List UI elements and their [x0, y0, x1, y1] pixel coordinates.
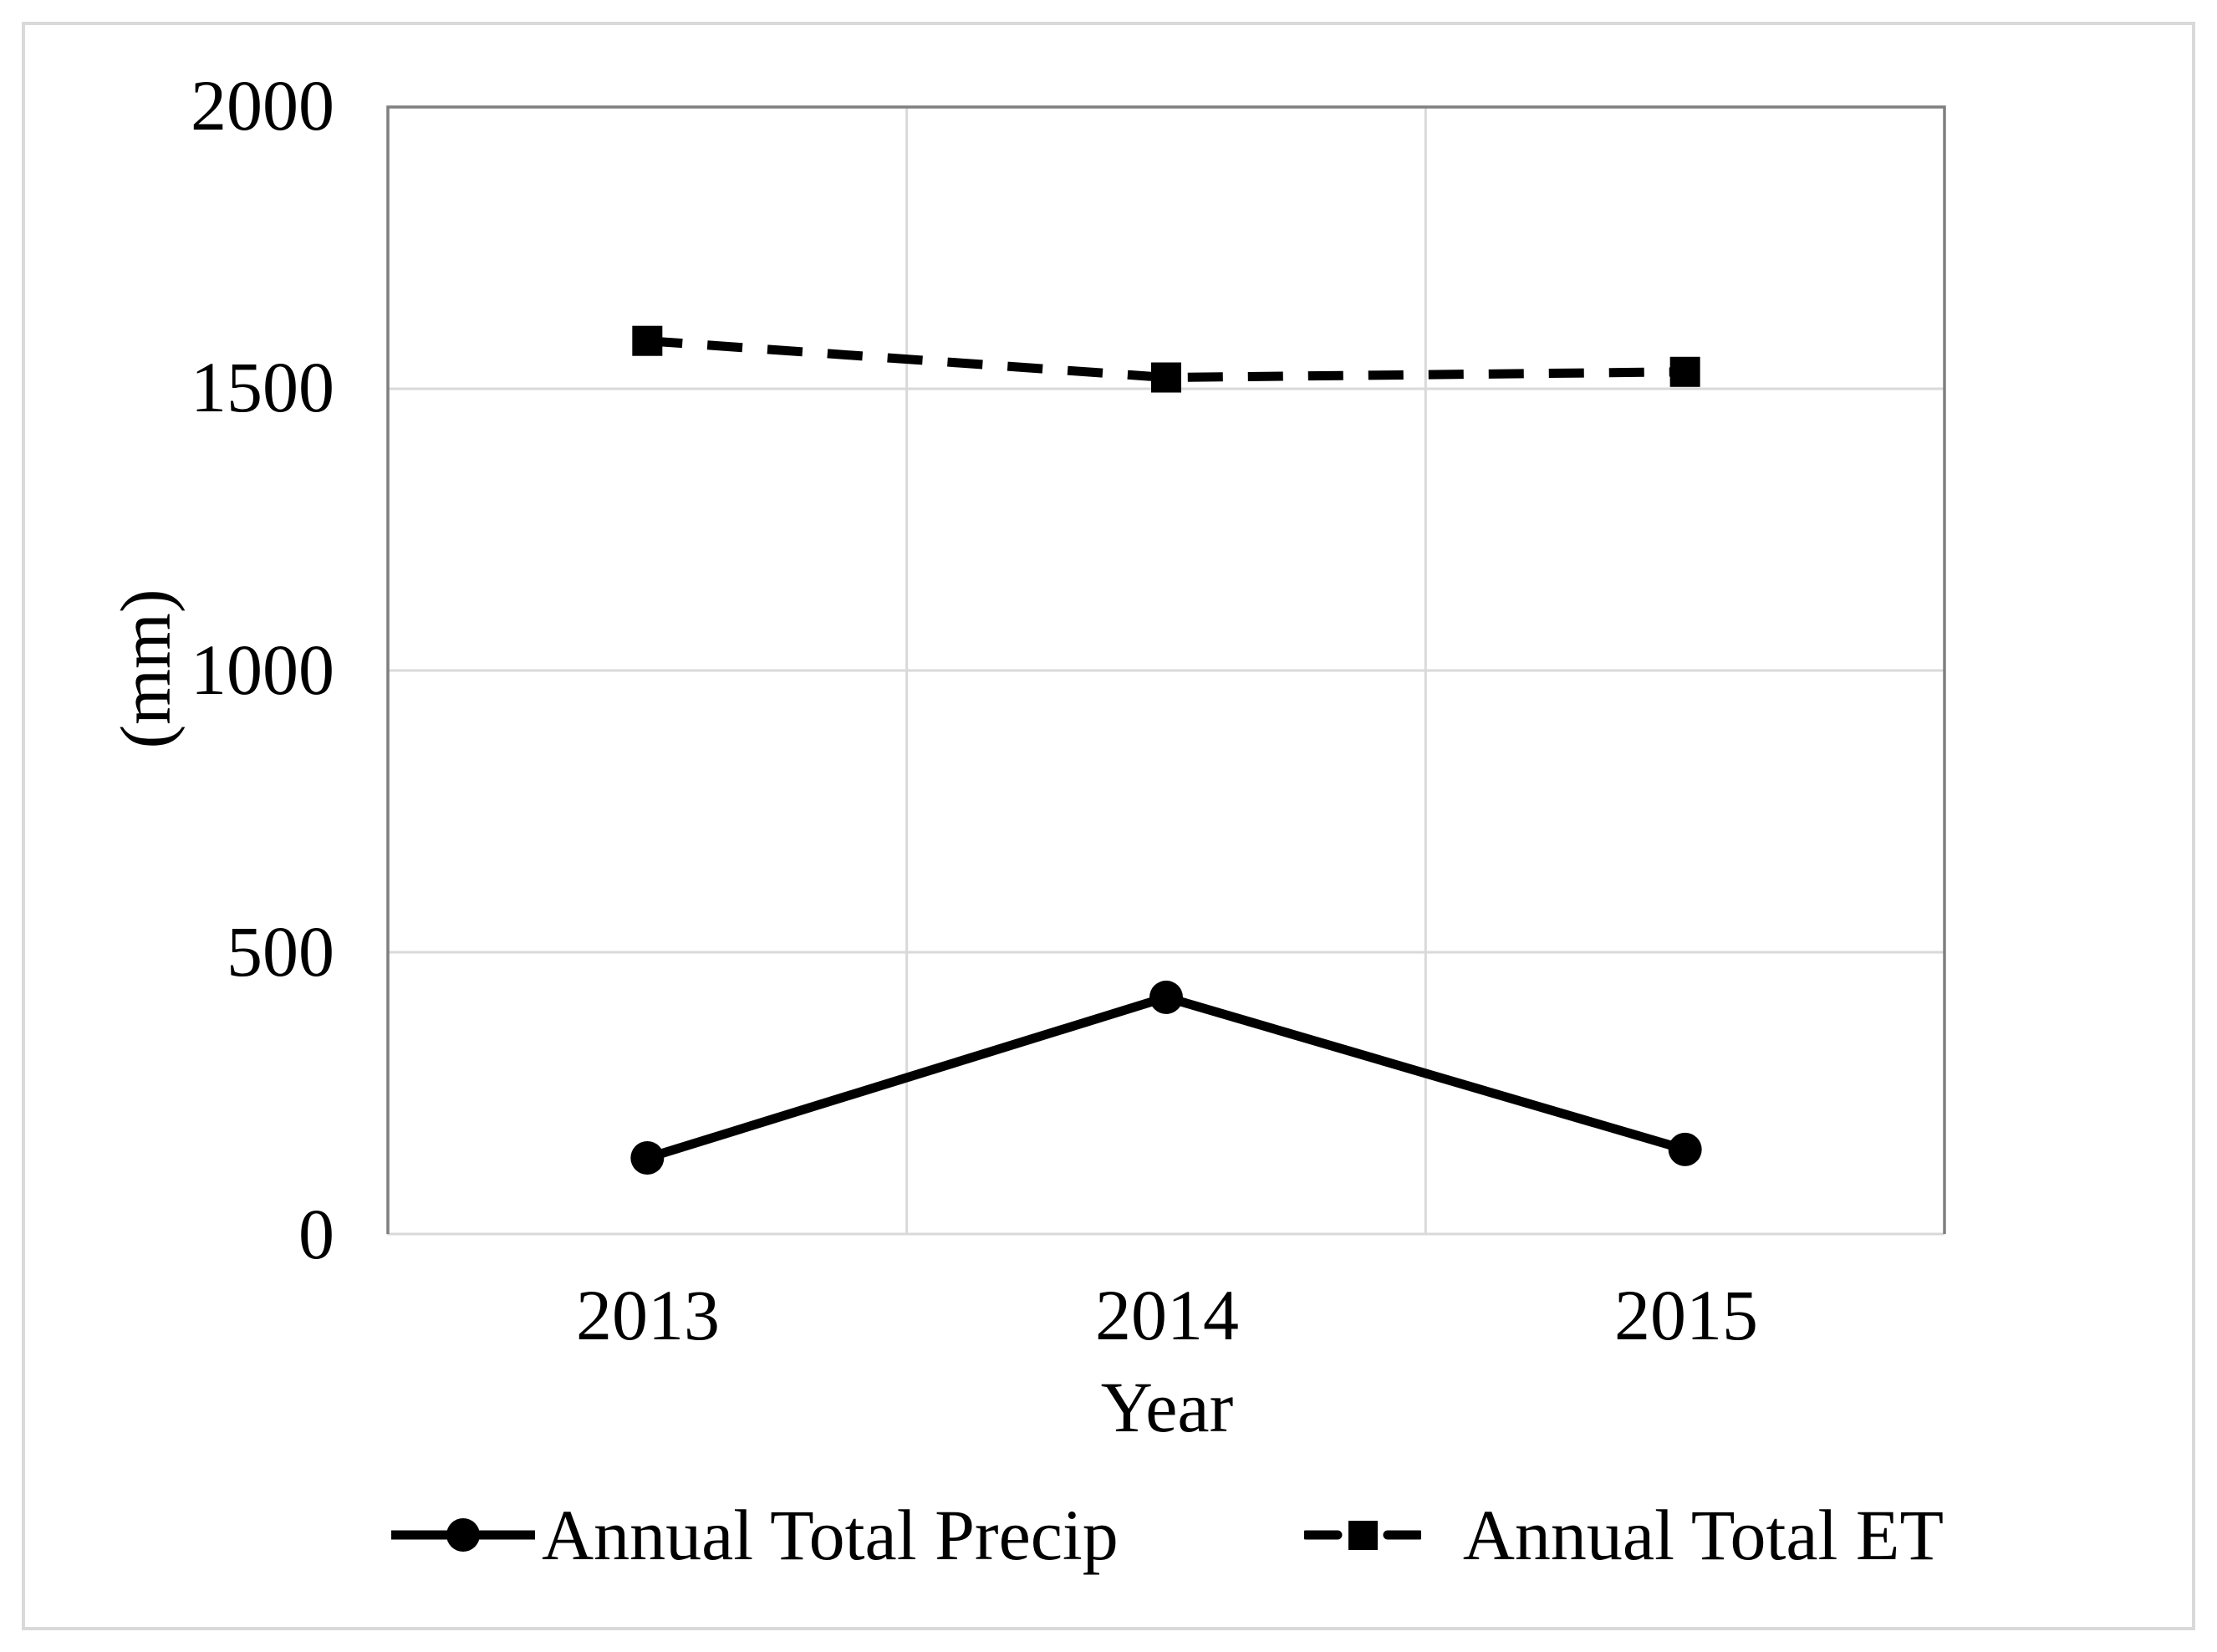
y-axis-title: (mm) — [105, 589, 186, 749]
square-marker-icon — [1303, 1521, 1421, 1550]
x-tick-label: 2013 — [576, 1275, 720, 1355]
y-tick-label: 1500 — [191, 347, 334, 427]
figure-border — [22, 22, 2195, 1630]
series-line-annual-total-et — [646, 336, 1685, 383]
y-tick-label: 500 — [227, 911, 334, 992]
data-point-circle — [1149, 980, 1183, 1014]
plot-border — [386, 105, 1946, 1234]
legend-item-et: Annual Total ET — [1303, 1491, 1944, 1578]
circle-marker-icon — [391, 1518, 535, 1552]
legend-label: Annual Total Precip — [542, 1495, 1119, 1575]
data-point-circle — [630, 1141, 665, 1175]
x-axis-title: Year — [1100, 1367, 1234, 1447]
x-tick-label: 2015 — [1614, 1275, 1758, 1355]
data-point-square — [1669, 356, 1700, 387]
data-point-square — [632, 325, 663, 356]
y-tick-label: 1000 — [191, 630, 334, 710]
legend-item-precip: Annual Total Precip — [391, 1491, 1119, 1578]
legend-label: Annual Total ET — [1462, 1495, 1944, 1575]
y-tick-label: 0 — [298, 1194, 334, 1274]
data-point-square — [1151, 362, 1181, 393]
legend: Annual Total Precip Annual Total ET — [391, 1491, 1944, 1578]
series-line-annual-total-precip — [645, 992, 1687, 1163]
x-tick-label: 2014 — [1095, 1275, 1239, 1355]
y-tick-label: 2000 — [191, 65, 334, 145]
data-point-circle — [1668, 1132, 1702, 1166]
